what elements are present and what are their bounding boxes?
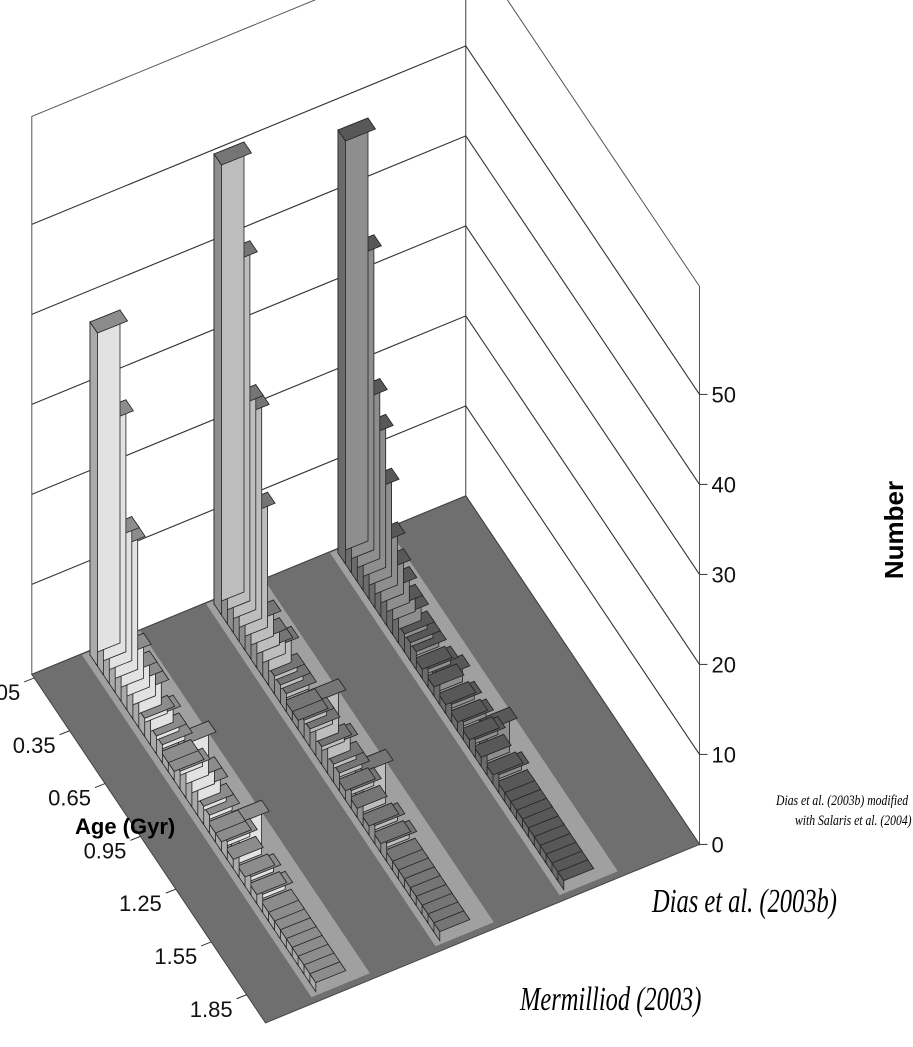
z-tick-label: 20 — [711, 652, 735, 677]
bar-face-top — [372, 820, 412, 845]
x-tick-label: 1.25 — [119, 891, 162, 916]
bar-face-top — [225, 835, 264, 860]
bar-face-top — [461, 716, 501, 741]
bar — [337, 117, 377, 566]
x-tick-mark — [130, 835, 141, 841]
series-label-dias: Dias et al. (2003b) — [651, 883, 837, 920]
bar — [89, 309, 129, 668]
bar — [248, 871, 288, 905]
series-label-dias-salaris-line1: Dias et al. (2003b) modified — [775, 792, 908, 809]
z-axis-title: Number — [879, 481, 909, 579]
z-tick-label: 40 — [711, 472, 735, 497]
x-tick-label: 0.05 — [0, 680, 20, 705]
bar — [437, 681, 477, 715]
bar-face-top — [337, 117, 377, 142]
x-tick-label: 0.95 — [84, 838, 127, 863]
bar — [496, 769, 536, 803]
bar-face-top — [207, 809, 247, 834]
bar-face-top — [213, 141, 253, 166]
bar-face-top — [284, 688, 323, 713]
gridline — [31, 45, 700, 395]
x-tick-mark — [24, 677, 35, 683]
bar-face-top — [437, 681, 477, 706]
series-label-mermilliod: Mermilliod (2003) — [519, 981, 701, 1018]
bar-face-top — [89, 309, 129, 334]
bar-face-top — [260, 888, 300, 913]
chart-bars — [89, 117, 595, 993]
z-tick-label: 10 — [711, 742, 735, 767]
bar-face-side — [337, 128, 346, 566]
bar — [213, 141, 253, 617]
x-tick-mark — [236, 994, 247, 1000]
bar — [461, 716, 501, 751]
bar — [360, 802, 400, 837]
bar-face-side — [213, 152, 222, 617]
series-label-dias-salaris-line2: with Salaris et al. (2004) — [795, 812, 912, 829]
bar-face-top — [449, 698, 489, 723]
gridline — [31, 405, 700, 755]
bar-face-top — [496, 769, 536, 794]
gridline — [31, 225, 700, 575]
bar-face-top — [384, 837, 424, 862]
z-tick-label: 30 — [711, 562, 735, 587]
x-tick-mark — [201, 941, 212, 947]
z-tick-label: 50 — [711, 382, 735, 407]
gridline — [31, 315, 700, 665]
gridline — [31, 135, 700, 485]
x-tick-label: 1.85 — [190, 997, 233, 1022]
bar-face-top — [425, 663, 465, 688]
x-tick-mark — [165, 888, 176, 894]
bar-face-top — [360, 802, 400, 827]
bar-face-side — [89, 320, 98, 668]
bar-face-top — [337, 767, 377, 792]
bar-face-top — [349, 784, 388, 809]
x-tick-label: 1.55 — [154, 944, 197, 969]
bar-face-top — [473, 733, 512, 758]
bar-face-top — [414, 645, 453, 670]
bar-face-top — [160, 739, 199, 764]
bar — [425, 663, 465, 698]
x-axis-ticks: 0.05 0.35 0.65 0.95 1.25 1.55 1.85 — [0, 677, 247, 1022]
x-tick-label: 0.35 — [13, 733, 56, 758]
bar-face-top — [484, 751, 524, 776]
bar-face-top — [236, 853, 276, 878]
x-axis-title: Age (Gyr) — [75, 814, 175, 839]
z-axis-ticks: 0 10 20 30 40 50 — [699, 382, 736, 857]
bar — [449, 698, 489, 733]
z-tick-label: 0 — [711, 832, 723, 857]
x-tick-label: 0.65 — [48, 786, 91, 811]
x-tick-mark — [94, 783, 106, 789]
bar-face-top — [248, 871, 288, 896]
x-tick-mark — [59, 730, 70, 736]
